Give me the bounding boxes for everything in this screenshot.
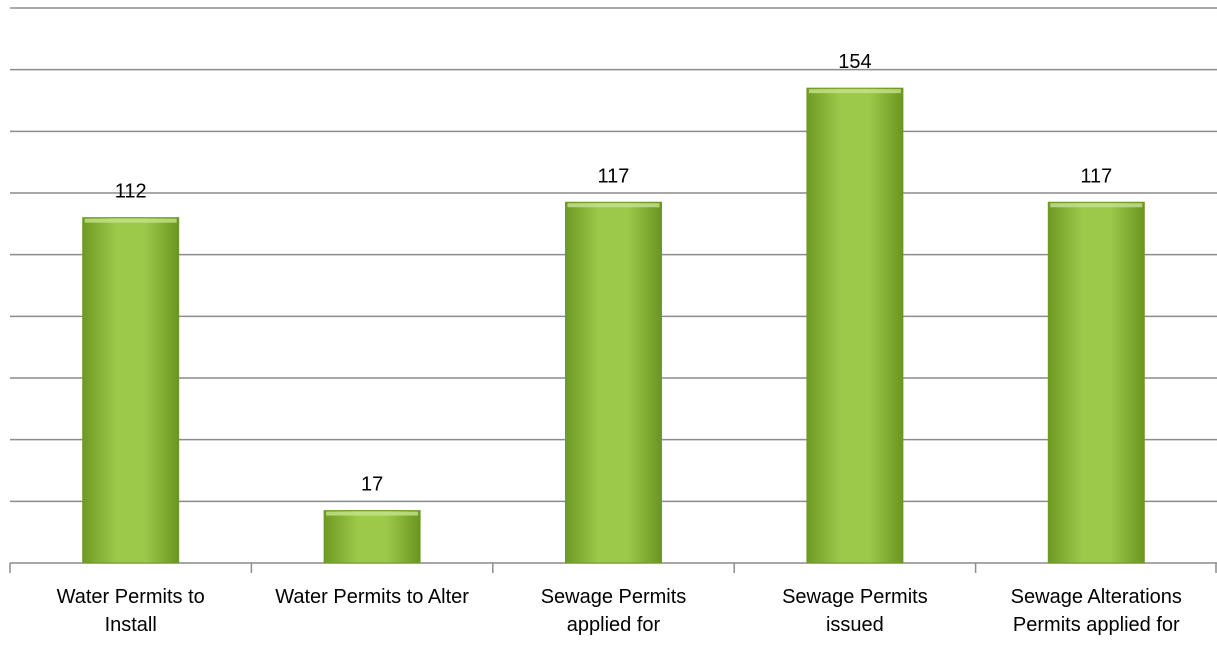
bar-highlight	[1050, 203, 1143, 208]
bar	[82, 217, 180, 564]
data-label: 154	[838, 51, 871, 73]
x-tick-label: Water Permits to Install	[56, 586, 205, 636]
data-label: 117	[1080, 165, 1112, 187]
bar	[565, 201, 662, 564]
bar	[806, 87, 904, 564]
x-tick-label: Sewage Alterations Permits applied for	[1010, 586, 1182, 636]
bar-highlight	[567, 203, 660, 208]
bar	[1047, 201, 1145, 564]
data-label: 17	[361, 474, 383, 496]
x-tick-label: Water Permits to Alter	[275, 586, 469, 608]
x-tick-label: Sewage Permits issued	[782, 586, 928, 636]
x-tick-label: Sewage Permits applied for	[540, 586, 687, 636]
bar-highlight	[808, 89, 901, 94]
bar-highlight	[84, 218, 177, 223]
bar-highlight	[326, 511, 419, 516]
bar	[323, 510, 421, 564]
data-label: 112	[115, 181, 147, 203]
data-label: 117	[598, 165, 630, 187]
